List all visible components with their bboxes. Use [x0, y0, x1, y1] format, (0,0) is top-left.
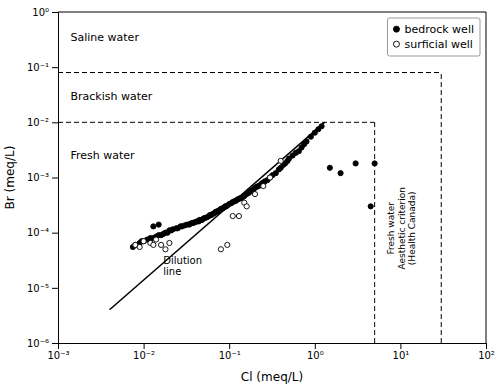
- point: [156, 222, 161, 227]
- tick-label: 10¹: [393, 350, 410, 361]
- y-axis: 10⁻⁶ 10⁻⁵ 10⁻⁴ 10⁻³ 10⁻² 10⁻¹ 10⁰: [27, 7, 59, 349]
- tick-label: 10⁻³: [47, 350, 69, 361]
- axis-line: [52, 13, 59, 344]
- point: [252, 192, 257, 197]
- annotation: Saline water: [71, 31, 140, 44]
- point: [230, 213, 235, 218]
- dashed-line: [441, 73, 442, 343]
- annotation: Fresh water: [71, 149, 136, 162]
- annotation: Brackish water: [71, 90, 153, 103]
- tick: 10¹: [393, 343, 410, 361]
- point: [244, 204, 249, 209]
- legend-item: surficial well: [393, 38, 472, 51]
- tick-mark: [52, 288, 58, 289]
- tick: 10⁻¹: [27, 62, 58, 73]
- annotations: Saline water Brackish water Fresh water Dil…: [71, 31, 418, 277]
- point: [338, 171, 343, 176]
- series: [133, 158, 284, 252]
- point: [353, 161, 358, 166]
- legend-label: bedrock well: [404, 23, 474, 36]
- point: [261, 183, 266, 188]
- tick-label: 10⁻¹: [27, 62, 49, 73]
- tick: 10²: [478, 343, 495, 361]
- point: [236, 213, 241, 218]
- axis-line: [59, 344, 487, 350]
- tick-label: 10⁻⁵: [27, 283, 49, 294]
- tick-label: 10⁻¹: [219, 350, 241, 361]
- tick: 10⁻⁵: [27, 283, 58, 294]
- tick: 10⁻³: [27, 172, 58, 183]
- point: [141, 239, 146, 244]
- tick-mark: [52, 122, 58, 123]
- tick: 10⁰: [32, 7, 58, 18]
- legend-box: [387, 18, 480, 56]
- tick-mark: [52, 233, 58, 234]
- tick-label: 10⁰: [32, 7, 49, 18]
- annotation: Fresh waterAesthetic criterion(Health Ca…: [386, 187, 417, 269]
- marks: [58, 73, 441, 343]
- legend-item: bedrock well: [393, 23, 474, 36]
- frame: [486, 12, 487, 343]
- tick: 10⁻⁴: [27, 227, 58, 238]
- legend-marker: [393, 41, 399, 47]
- legend: bedrock well surficial well: [387, 18, 480, 56]
- tick-mark: [144, 343, 145, 349]
- point: [137, 244, 142, 249]
- frame: [58, 12, 486, 13]
- x-axis: 10⁻³ 10⁻² 10⁻¹ 10⁰ 10¹ 10²: [47, 343, 494, 361]
- legend-marker: [393, 26, 399, 32]
- tick: 10⁻³: [47, 343, 69, 361]
- tick-mark: [52, 343, 58, 344]
- tick: 10⁻⁶: [27, 338, 58, 349]
- point: [167, 240, 172, 245]
- point: [151, 242, 156, 247]
- line: [110, 122, 325, 309]
- tick: 10⁻²: [133, 343, 155, 361]
- tick-mark: [52, 12, 58, 13]
- point: [267, 175, 272, 180]
- tick-mark: [315, 343, 316, 349]
- tick: 10⁰: [307, 343, 324, 361]
- point: [319, 124, 324, 129]
- point: [218, 247, 223, 252]
- tick-mark: [229, 343, 230, 349]
- point: [151, 224, 156, 229]
- point: [141, 239, 146, 244]
- point: [225, 242, 230, 247]
- plot: 10⁻³10⁻²10⁻¹10⁰10¹10²10⁻⁶10⁻⁵10⁻⁴10⁻³10⁻…: [27, 7, 495, 361]
- chart: 10⁻³10⁻²10⁻¹10⁰10¹10²10⁻⁶10⁻⁵10⁻⁴10⁻³10⁻…: [0, 0, 500, 389]
- point: [304, 139, 309, 144]
- series: [130, 124, 377, 250]
- point: [158, 242, 163, 247]
- dashed-line: [58, 72, 441, 73]
- tick-label: 10⁻²: [133, 350, 155, 361]
- point: [368, 204, 373, 209]
- legend-label: surficial well: [404, 38, 472, 51]
- x-axis-title: Cl (meq/L): [241, 370, 303, 384]
- tick: 10⁻²: [27, 117, 58, 128]
- tick-mark: [400, 343, 401, 349]
- tick-mark: [52, 178, 58, 179]
- tick-label: 10²: [478, 350, 495, 361]
- dashed-line: [374, 122, 375, 343]
- dashed-line: [58, 122, 375, 123]
- tick-label: 10⁻⁶: [27, 338, 49, 349]
- tick-label: 10⁰: [307, 350, 324, 361]
- tick-mark: [486, 343, 487, 349]
- point: [278, 158, 283, 163]
- tick-label: 10⁻⁴: [27, 227, 49, 238]
- annotation: Dilutionline: [163, 255, 202, 277]
- tick-mark: [52, 67, 58, 68]
- point: [154, 237, 159, 242]
- point: [372, 161, 377, 166]
- tick: 10⁻¹: [219, 343, 241, 361]
- point: [267, 175, 272, 180]
- tick-label: 10⁻³: [27, 172, 49, 183]
- y-axis-title: Br (meq/L): [3, 146, 17, 210]
- point: [163, 247, 168, 252]
- point: [327, 165, 332, 170]
- tick-label: 10⁻²: [27, 117, 49, 128]
